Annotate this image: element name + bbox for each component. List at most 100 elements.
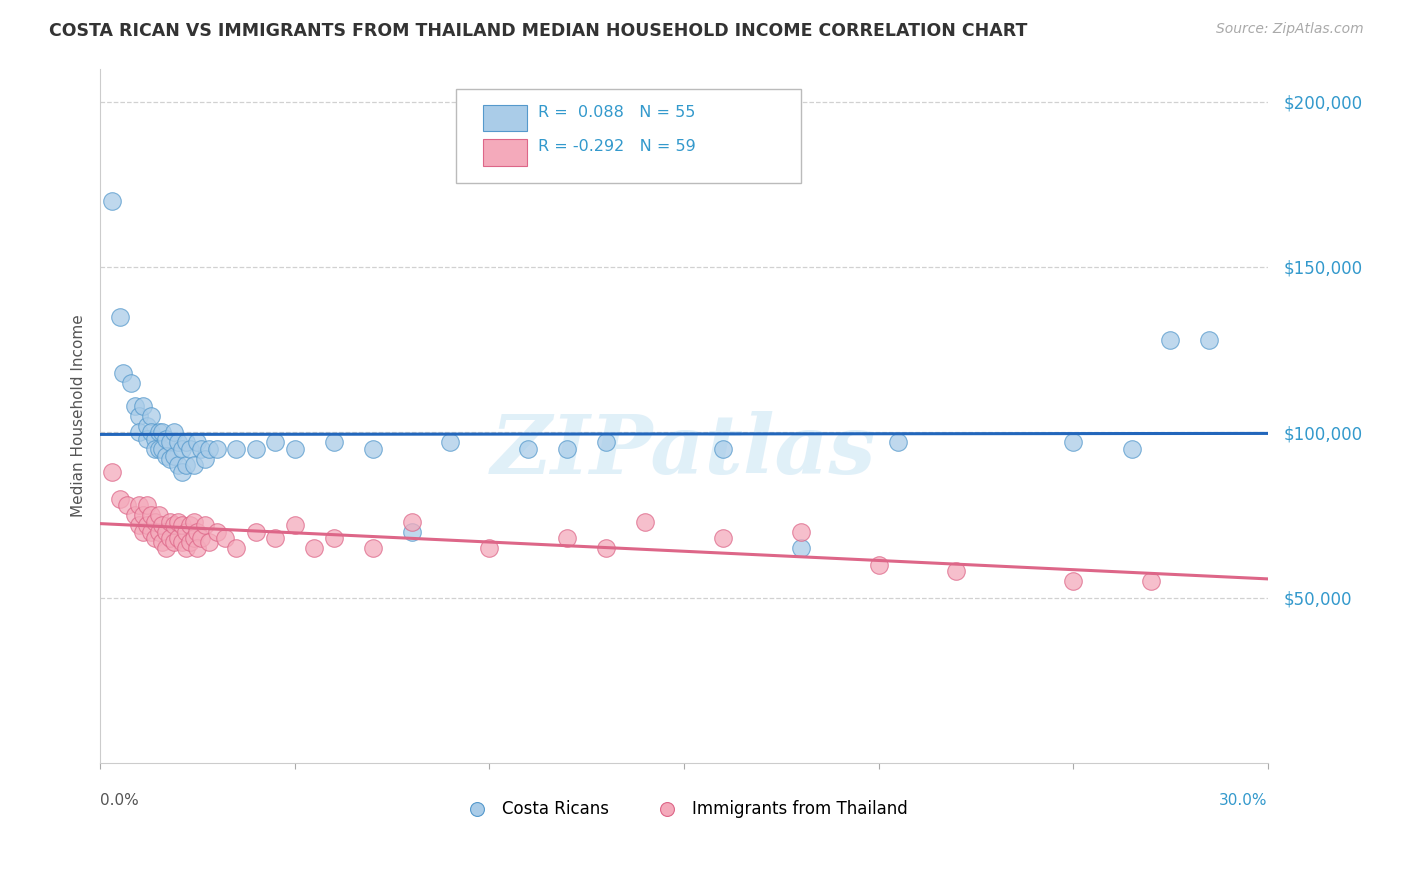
Point — [634, 515, 657, 529]
Point — [183, 531, 205, 545]
Point — [112, 366, 135, 380]
Point — [143, 442, 166, 456]
Point — [124, 508, 146, 522]
Point — [284, 442, 307, 456]
Point — [155, 524, 177, 539]
Point — [361, 442, 384, 456]
Point — [183, 458, 205, 473]
Text: Source: ZipAtlas.com: Source: ZipAtlas.com — [1216, 22, 1364, 37]
Point — [163, 534, 186, 549]
Point — [139, 409, 162, 423]
Point — [167, 531, 190, 545]
Point — [595, 541, 617, 555]
Point — [128, 498, 150, 512]
Point — [155, 449, 177, 463]
Point — [179, 518, 201, 533]
Point — [205, 442, 228, 456]
Point — [595, 435, 617, 450]
Point — [555, 442, 578, 456]
Point — [143, 515, 166, 529]
Point — [163, 425, 186, 440]
Point — [139, 425, 162, 440]
Point — [174, 458, 197, 473]
Point — [302, 541, 325, 555]
Point — [401, 524, 423, 539]
Point — [159, 515, 181, 529]
Point — [179, 442, 201, 456]
Point — [1062, 435, 1084, 450]
Point — [868, 558, 890, 572]
Point — [148, 508, 170, 522]
Point — [117, 498, 139, 512]
Point — [194, 451, 217, 466]
Point — [170, 442, 193, 456]
Point — [139, 508, 162, 522]
FancyBboxPatch shape — [484, 104, 527, 131]
Text: R = -0.292   N = 59: R = -0.292 N = 59 — [538, 139, 696, 154]
Point — [945, 564, 967, 578]
Text: R =  0.088   N = 55: R = 0.088 N = 55 — [538, 104, 696, 120]
Point — [190, 442, 212, 456]
Point — [139, 524, 162, 539]
Point — [108, 310, 131, 324]
Point — [159, 531, 181, 545]
Point — [170, 518, 193, 533]
Y-axis label: Median Household Income: Median Household Income — [72, 315, 86, 517]
Point — [101, 194, 124, 208]
Point — [170, 465, 193, 479]
Point — [225, 442, 247, 456]
Legend: Costa Ricans, Immigrants from Thailand: Costa Ricans, Immigrants from Thailand — [453, 793, 914, 824]
Point — [167, 458, 190, 473]
Point — [148, 524, 170, 539]
Point — [159, 435, 181, 450]
Point — [155, 432, 177, 446]
Point — [198, 534, 221, 549]
Point — [152, 442, 174, 456]
Point — [322, 531, 344, 545]
Point — [711, 531, 734, 545]
Point — [128, 409, 150, 423]
Point — [128, 425, 150, 440]
Point — [120, 376, 142, 390]
Point — [214, 531, 236, 545]
Point — [179, 534, 201, 549]
Point — [194, 518, 217, 533]
Point — [555, 531, 578, 545]
Text: ZIPatlas: ZIPatlas — [491, 410, 877, 491]
Point — [152, 534, 174, 549]
Text: COSTA RICAN VS IMMIGRANTS FROM THAILAND MEDIAN HOUSEHOLD INCOME CORRELATION CHAR: COSTA RICAN VS IMMIGRANTS FROM THAILAND … — [49, 22, 1028, 40]
Point — [170, 534, 193, 549]
Point — [186, 524, 208, 539]
Point — [101, 465, 124, 479]
Point — [887, 435, 910, 450]
Point — [132, 524, 155, 539]
Point — [143, 432, 166, 446]
Point — [174, 435, 197, 450]
Point — [264, 531, 287, 545]
Text: 0.0%: 0.0% — [100, 793, 139, 808]
FancyBboxPatch shape — [457, 89, 801, 183]
Text: 30.0%: 30.0% — [1219, 793, 1268, 808]
Point — [186, 541, 208, 555]
Point — [167, 515, 190, 529]
Point — [1121, 442, 1143, 456]
Point — [190, 531, 212, 545]
Point — [128, 518, 150, 533]
Point — [148, 425, 170, 440]
Point — [174, 541, 197, 555]
Point — [517, 442, 540, 456]
Point — [1198, 333, 1220, 347]
Point — [159, 451, 181, 466]
Point — [155, 541, 177, 555]
Point — [790, 524, 813, 539]
Point — [245, 524, 267, 539]
Point — [174, 524, 197, 539]
Point — [284, 518, 307, 533]
Point — [132, 399, 155, 413]
Point — [186, 435, 208, 450]
Point — [143, 531, 166, 545]
Point — [152, 425, 174, 440]
Point — [135, 518, 157, 533]
Point — [1159, 333, 1181, 347]
Point — [163, 518, 186, 533]
